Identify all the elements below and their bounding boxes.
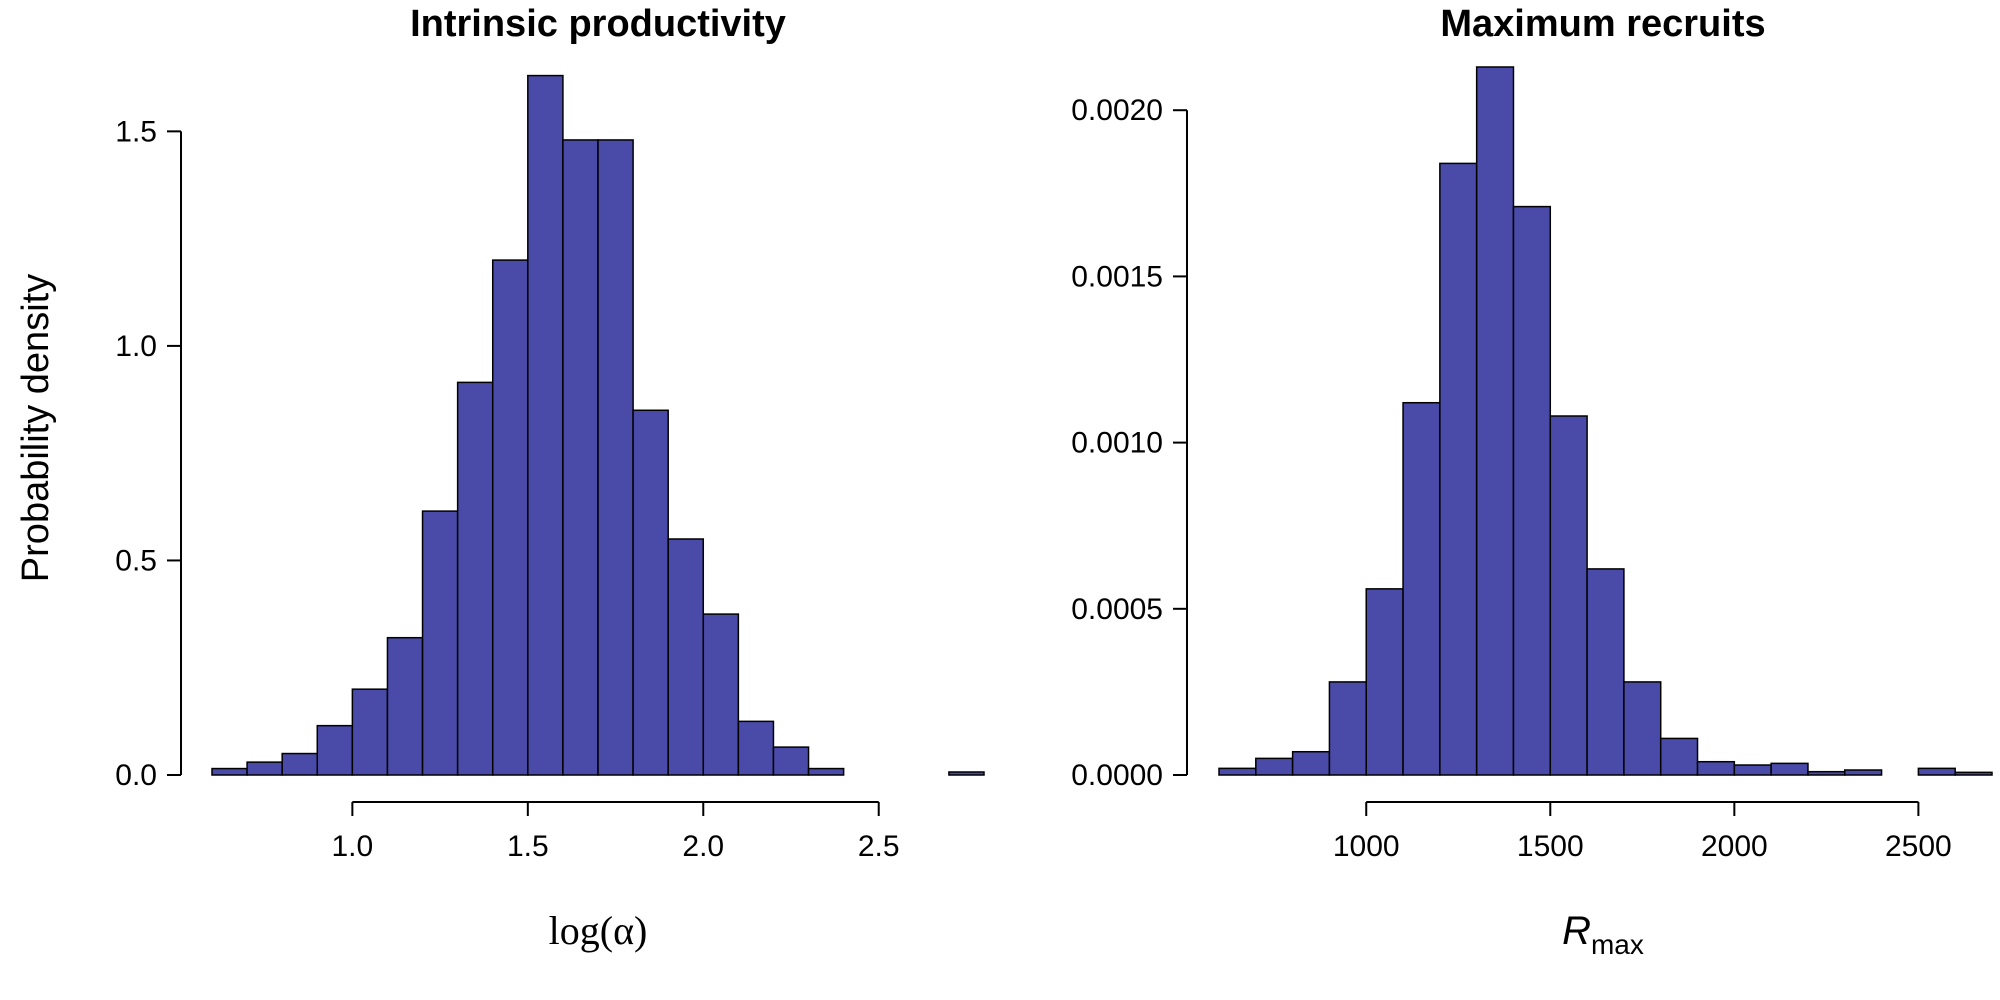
right-x-tick-label-1: 1500 [1517, 830, 1584, 863]
left-bar-21 [948, 771, 985, 776]
right-y-tick-label-4: 0.0020 [1071, 94, 1163, 127]
right-y-tick-label-2: 0.0010 [1071, 427, 1163, 460]
right-bar-15 [1770, 762, 1809, 776]
right-bar-17 [1844, 769, 1883, 776]
right-bar-16 [1807, 770, 1846, 776]
left-bar-11 [597, 139, 634, 776]
right-bar-11 [1623, 681, 1662, 776]
right-title: Maximum recruits [1440, 3, 1765, 45]
left-bar-3 [316, 724, 354, 776]
right-bar-4 [1365, 588, 1404, 776]
right-y-tick-label-1: 0.0005 [1071, 593, 1163, 626]
right-bar-2 [1291, 750, 1331, 776]
left-bar-8 [491, 259, 529, 776]
left-y-axis: 0.0 0.5 1.0 1.5 [115, 115, 182, 792]
right-x-label-sub: max [1591, 929, 1644, 960]
left-x-tick-label-1: 1.5 [507, 830, 549, 863]
left-bar-17 [807, 767, 845, 776]
left-bar-7 [456, 381, 494, 776]
right-bar-1 [1255, 757, 1294, 776]
right-bar-5 [1402, 401, 1441, 776]
left-bar-4 [351, 688, 389, 776]
right-x-axis-label: Rmax [1562, 909, 1644, 960]
left-title: Intrinsic productivity [410, 3, 786, 45]
right-x-axis: 1000 1500 2000 2500 [1333, 801, 1952, 863]
left-bar-5 [386, 636, 424, 776]
left-bar-0 [211, 767, 248, 776]
right-x-tick-label-2: 2000 [1701, 830, 1768, 863]
left-bar-10 [562, 139, 599, 776]
left-y-tick-label-0: 0.0 [115, 759, 157, 792]
right-bar-0 [1218, 767, 1257, 776]
right-y-tick-label-3: 0.0015 [1071, 260, 1163, 293]
right-bar-8 [1512, 205, 1552, 776]
left-x-axis-label: log(α) [549, 908, 648, 953]
left-y-tick-label-3: 1.5 [115, 115, 157, 148]
panel-maximum-recruits: Maximum recruits 0.0000 0.0005 0.0010 0.001… [1071, 3, 1993, 960]
left-x-tick-label-2: 2.0 [682, 830, 724, 863]
right-bar-19 [1917, 767, 1956, 776]
right-bar-9 [1549, 415, 1588, 776]
left-bar-13 [667, 538, 705, 776]
left-bar-15 [737, 720, 775, 776]
left-x-tick-label-0: 1.0 [332, 830, 374, 863]
left-bar-2 [281, 752, 319, 776]
left-bar-16 [772, 746, 810, 776]
right-y-tick-label-0: 0.0000 [1071, 759, 1163, 792]
right-bar-10 [1586, 568, 1625, 776]
left-bar-14 [702, 613, 740, 776]
right-x-tick-label-3: 2500 [1885, 830, 1952, 863]
left-x-tick-label-3: 2.5 [858, 830, 900, 863]
left-bar-6 [421, 510, 459, 776]
right-bar-20 [1954, 771, 1993, 776]
left-bars [211, 74, 985, 776]
left-y-axis-label: Probability density [15, 274, 57, 582]
right-bar-12 [1659, 737, 1699, 776]
right-y-axis: 0.0000 0.0005 0.0010 0.0015 0.0020 [1071, 94, 1188, 792]
right-bar-6 [1439, 162, 1478, 776]
panel-intrinsic-productivity: Intrinsic productivity 0.00.51.01.5 1.0 1… [15, 3, 985, 953]
left-bar-12 [632, 409, 669, 776]
right-x-label-main: R [1562, 909, 1591, 953]
left-y-tick-label-1: 0.5 [115, 544, 157, 577]
left-bar-1 [246, 761, 283, 776]
right-bar-13 [1696, 760, 1736, 776]
right-bar-3 [1328, 681, 1367, 776]
right-x-tick-label-0: 1000 [1333, 830, 1400, 863]
right-bars [1218, 66, 1993, 776]
right-bar-7 [1475, 66, 1515, 776]
left-bar-9 [527, 74, 564, 776]
left-y-tick-label-2: 1.0 [115, 330, 157, 363]
left-x-axis: 1.0 1.5 2.0 2.5 [332, 801, 900, 863]
right-bar-14 [1733, 764, 1772, 776]
